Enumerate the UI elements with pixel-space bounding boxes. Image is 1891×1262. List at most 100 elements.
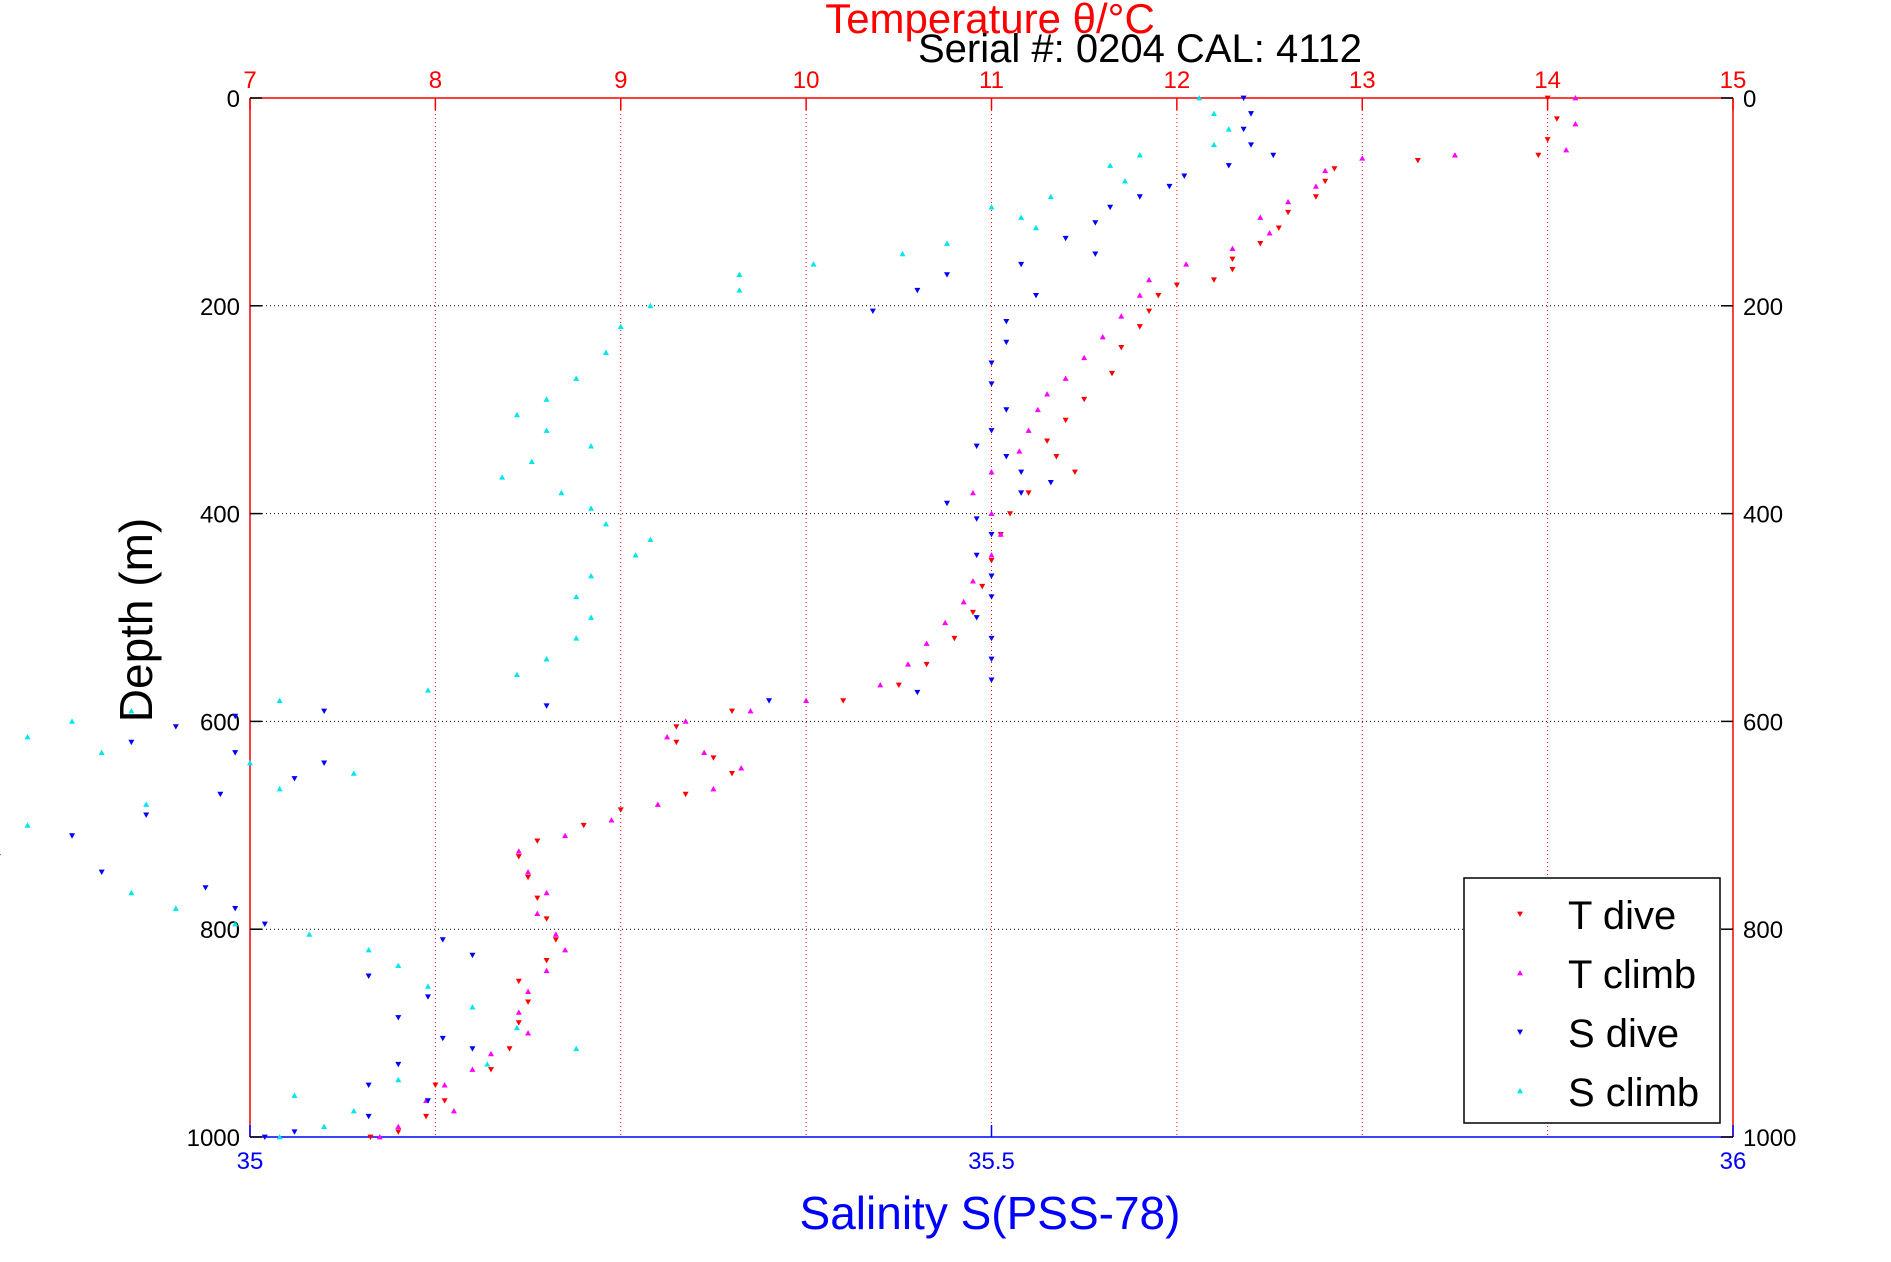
data-point	[1257, 241, 1264, 247]
data-point	[710, 785, 717, 792]
data-point	[682, 791, 689, 798]
data-point	[432, 1082, 439, 1089]
data-point	[1229, 256, 1236, 263]
data-point	[766, 698, 773, 704]
data-point	[973, 615, 980, 621]
data-point	[484, 1061, 491, 1067]
data-point	[469, 1004, 476, 1010]
data-point	[365, 1082, 372, 1089]
data-point	[441, 1098, 448, 1104]
data-point	[997, 531, 1004, 537]
data-point	[923, 640, 930, 646]
data-point	[573, 593, 580, 600]
x-top-tick-label: 9	[614, 67, 627, 94]
legend-label: T climb	[1568, 953, 1696, 997]
data-point	[395, 1076, 402, 1083]
data-point	[647, 302, 654, 309]
y-left-tick-label: 0	[227, 86, 240, 113]
data-point	[1173, 282, 1180, 289]
legend-box	[1463, 877, 1721, 1124]
data-point	[1136, 324, 1143, 330]
data-point	[736, 287, 743, 293]
data-point	[803, 697, 810, 704]
data-point	[969, 609, 976, 616]
data-point	[1062, 375, 1069, 381]
data-point	[988, 531, 995, 538]
data-point	[573, 375, 580, 381]
data-point	[1047, 480, 1054, 486]
data-point	[632, 552, 639, 558]
data-point	[1331, 166, 1338, 172]
data-point	[143, 801, 150, 807]
data-point	[1007, 511, 1014, 517]
data-point	[487, 1050, 494, 1057]
data-point	[1062, 417, 1069, 424]
data-point	[543, 889, 550, 896]
data-point	[1003, 318, 1010, 325]
data-point	[1136, 292, 1143, 298]
y-left-tick-label: 600	[200, 709, 240, 736]
data-point	[969, 578, 976, 584]
data-point	[899, 250, 906, 257]
data-point	[376, 1134, 383, 1140]
data-point	[647, 536, 654, 542]
data-point	[988, 204, 995, 210]
y-left-tick-label: 400	[200, 502, 240, 529]
data-point	[395, 1015, 402, 1021]
data-point	[1099, 333, 1106, 340]
data-point	[1210, 110, 1217, 116]
data-point	[1181, 173, 1188, 179]
data-point	[1044, 391, 1051, 397]
data-point	[1322, 178, 1329, 185]
data-point	[988, 381, 995, 387]
data-point	[395, 1129, 402, 1135]
data-point	[1003, 407, 1010, 413]
x-top-tick-label: 10	[793, 67, 820, 94]
data-point	[439, 1035, 446, 1042]
data-point	[1225, 163, 1232, 169]
data-point	[969, 489, 976, 496]
data-point	[424, 687, 431, 693]
data-point	[988, 677, 995, 683]
data-point	[580, 822, 587, 829]
data-point	[1025, 490, 1032, 496]
data-point	[1092, 220, 1099, 226]
x-top-tick-label: 12	[1164, 67, 1191, 94]
data-point	[276, 1134, 283, 1140]
data-point	[673, 724, 680, 730]
data-point	[1136, 152, 1143, 158]
data-point	[1183, 261, 1190, 267]
data-point	[1322, 167, 1329, 174]
data-point	[602, 520, 609, 527]
data-point	[1229, 245, 1236, 252]
data-point	[840, 698, 847, 704]
x-top-tick-label: 11	[979, 67, 1004, 94]
data-point	[395, 1061, 402, 1068]
data-point	[728, 708, 735, 715]
x-top-tick-label: 13	[1349, 67, 1376, 94]
data-point	[1025, 427, 1032, 433]
data-point	[499, 474, 506, 480]
x-bottom-tick-label: 35	[237, 1148, 264, 1175]
y-right-tick-label: 600	[1743, 709, 1783, 736]
legend: T dive T climb S dive S climb	[1463, 877, 1721, 1124]
data-point	[1544, 137, 1551, 143]
data-point	[143, 812, 150, 818]
data-point	[291, 776, 298, 782]
data-point	[988, 469, 995, 475]
data-point	[450, 1108, 457, 1114]
data-point	[1572, 95, 1579, 101]
data-point	[232, 921, 239, 927]
data-point	[543, 957, 550, 964]
data-point	[988, 552, 995, 558]
data-point	[1248, 111, 1255, 117]
y-right-tick-label: 400	[1743, 502, 1783, 529]
data-point	[350, 770, 357, 776]
data-point	[306, 931, 313, 937]
data-point	[513, 1024, 520, 1031]
data-point	[1062, 235, 1069, 242]
data-point	[562, 832, 569, 839]
data-point	[973, 443, 980, 450]
data-point	[69, 833, 76, 839]
data-point	[562, 946, 569, 953]
